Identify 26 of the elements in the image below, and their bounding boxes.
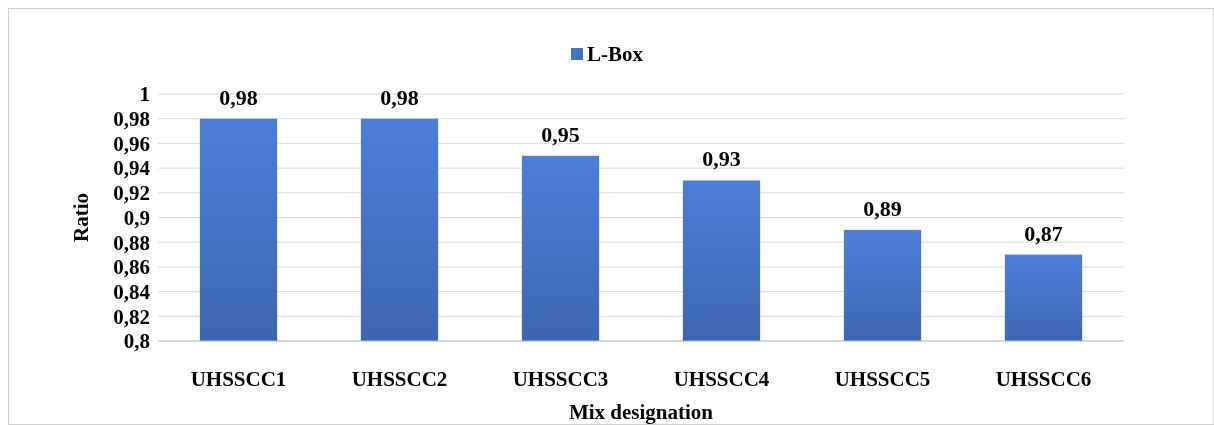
y-tick-label: 0,94 — [113, 156, 151, 181]
x-tick-label: UHSSCC1 — [190, 367, 287, 391]
y-tick-label: 0,96 — [113, 131, 150, 156]
data-label: 0,95 — [541, 121, 580, 147]
data-label: 0,87 — [1024, 220, 1063, 246]
y-axis-title: Ratio — [69, 193, 93, 242]
y-tick-label: 0,92 — [113, 181, 150, 206]
data-label: 0,89 — [863, 195, 902, 221]
y-tick-label: 0,86 — [113, 255, 150, 280]
x-axis-title: Mix designation — [568, 400, 714, 424]
y-tick-label: 0,8 — [123, 329, 150, 354]
data-label: 0,98 — [380, 84, 419, 110]
x-tick-label: UHSSCC6 — [995, 367, 1092, 391]
y-tick-label: 0,98 — [113, 107, 150, 132]
x-tick-label: UHSSCC4 — [673, 367, 770, 391]
x-tick-label: UHSSCC5 — [834, 367, 931, 391]
data-label: 0,93 — [702, 146, 741, 172]
data-label: 0,98 — [219, 84, 258, 110]
x-tick-label: UHSSCC2 — [351, 367, 448, 391]
y-tick-label: 0,88 — [113, 230, 150, 255]
y-tick-label: 0,82 — [113, 304, 150, 329]
y-tick-label: 0,9 — [123, 205, 150, 230]
y-tick-label: 0,84 — [113, 279, 151, 304]
x-tick-label: UHSSCC3 — [512, 367, 609, 391]
legend-label: L-Box — [587, 42, 644, 67]
y-tick-label: 1 — [139, 82, 150, 107]
